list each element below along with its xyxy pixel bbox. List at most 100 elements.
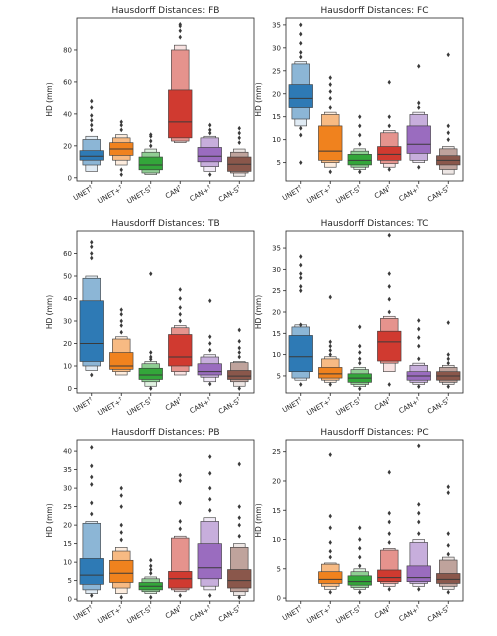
outlier-point: [149, 386, 153, 391]
outlier-point: [299, 254, 303, 259]
outlier-point: [299, 54, 303, 60]
outlier-point: [417, 356, 421, 362]
outlier-point: [299, 262, 303, 268]
chart-title: Hausdorff Distances: FC: [320, 6, 428, 16]
box-level-1: [347, 154, 372, 166]
box-level-1: [288, 335, 313, 372]
boxen-can-plus: [197, 298, 222, 387]
y-axis-label: HD (mm): [45, 503, 54, 537]
outlier-point: [208, 496, 212, 502]
boxen-can: [377, 469, 402, 592]
outlier-point: [119, 504, 123, 510]
outlier-point: [119, 311, 123, 317]
y-tick-label: 80: [63, 46, 72, 54]
box-level-1: [377, 569, 402, 582]
x-tick-label: CAN+†: [397, 604, 422, 624]
boxen-can: [168, 287, 193, 376]
outlier-point: [237, 515, 241, 521]
y-tick-label: 15: [272, 330, 281, 338]
outlier-point: [237, 125, 241, 131]
outlier-point: [358, 386, 362, 392]
outlier-point: [387, 469, 391, 475]
box-level-1: [79, 150, 104, 161]
boxen-unet-plus: [109, 119, 134, 178]
outlier-point: [208, 172, 212, 178]
outlier-point: [446, 384, 450, 390]
boxen-can-plus: [197, 122, 222, 178]
outlier-point: [149, 567, 153, 572]
outlier-point: [149, 563, 153, 569]
outlier-point: [237, 504, 241, 510]
chart-title: Hausdorff Distances: PB: [111, 428, 219, 438]
outlier-point: [387, 114, 391, 120]
outlier-point: [417, 105, 421, 110]
y-tick-label: 0: [68, 596, 72, 604]
boxen-unet: [79, 98, 104, 172]
box-level-1: [109, 352, 134, 370]
outlier-point: [178, 478, 182, 484]
outlier-point: [417, 502, 421, 507]
x-tick-label: UNET+†: [96, 396, 125, 418]
boxen-unet-plus: [318, 75, 343, 175]
x-tick-label: CAN-S†: [426, 396, 452, 416]
outlier-point: [237, 386, 241, 391]
outlier-point: [358, 324, 362, 330]
chart-panel-5: Hausdorff Distances: PB HD (mm) 0 5 10 15 20 25…: [45, 428, 255, 626]
outlier-point: [178, 593, 182, 598]
boxen-unet-plus: [109, 485, 134, 600]
outlier-point: [358, 350, 362, 355]
chart-title: Hausdorff Distances: TB: [111, 219, 219, 229]
y-axis-label: HD (mm): [45, 295, 54, 329]
outlier-point: [149, 271, 153, 277]
outlier-point: [417, 164, 421, 170]
y-tick-label: 35: [63, 466, 72, 474]
outlier-point: [299, 31, 303, 37]
outlier-point: [119, 323, 123, 328]
x-tick-label: CAN+†: [188, 184, 213, 204]
x-tick-label: CAN+†: [397, 396, 422, 416]
outlier-point: [237, 350, 241, 355]
x-tick-label: CAN-S†: [426, 604, 452, 624]
y-tick-label: 40: [63, 110, 72, 118]
y-axis-label: HD (mm): [254, 82, 263, 116]
outlier-point: [208, 507, 212, 513]
x-tick-label: CAN-S†: [217, 604, 243, 624]
outlier-point: [417, 318, 421, 323]
outlier-point: [358, 537, 362, 542]
outlier-point: [387, 540, 391, 545]
outlier-point: [328, 513, 332, 519]
x-tick-label: UNET-S†: [125, 184, 154, 206]
outlier-point: [208, 347, 212, 353]
outlier-point: [417, 586, 421, 592]
boxen-can-s: [436, 484, 461, 595]
x-tick-label: UNET+†: [96, 184, 125, 206]
outlier-point: [299, 50, 303, 55]
boxen-can-s: [436, 320, 461, 390]
outlier-point: [90, 251, 94, 256]
outlier-point: [299, 22, 303, 28]
box-level-1: [318, 367, 343, 379]
x-tick-label: CAN-S†: [217, 396, 243, 416]
boxen-can-plus: [197, 454, 222, 598]
y-tick-label: 60: [63, 250, 72, 258]
outlier-point: [328, 452, 332, 458]
outlier-point: [178, 500, 182, 506]
outlier-point: [417, 100, 421, 106]
y-tick-label: 0: [277, 595, 281, 603]
outlier-point: [299, 288, 303, 294]
outlier-point: [90, 98, 94, 104]
boxen-can-s: [227, 461, 252, 600]
chart-title: Hausdorff Distances: PC: [320, 428, 428, 438]
x-tick-label: CAN-S†: [426, 184, 452, 204]
box-level-1: [227, 569, 252, 589]
outlier-point: [358, 356, 362, 362]
x-tick-label: CAN†: [373, 604, 393, 621]
box-level-1: [436, 573, 461, 584]
boxen-unet: [288, 254, 313, 387]
outlier-point: [208, 122, 212, 128]
x-tick-label: CAN+†: [188, 604, 213, 624]
outlier-point: [90, 482, 94, 487]
outlier-point: [208, 485, 212, 491]
outlier-point: [90, 445, 94, 450]
x-tick-label: CAN†: [164, 396, 184, 413]
